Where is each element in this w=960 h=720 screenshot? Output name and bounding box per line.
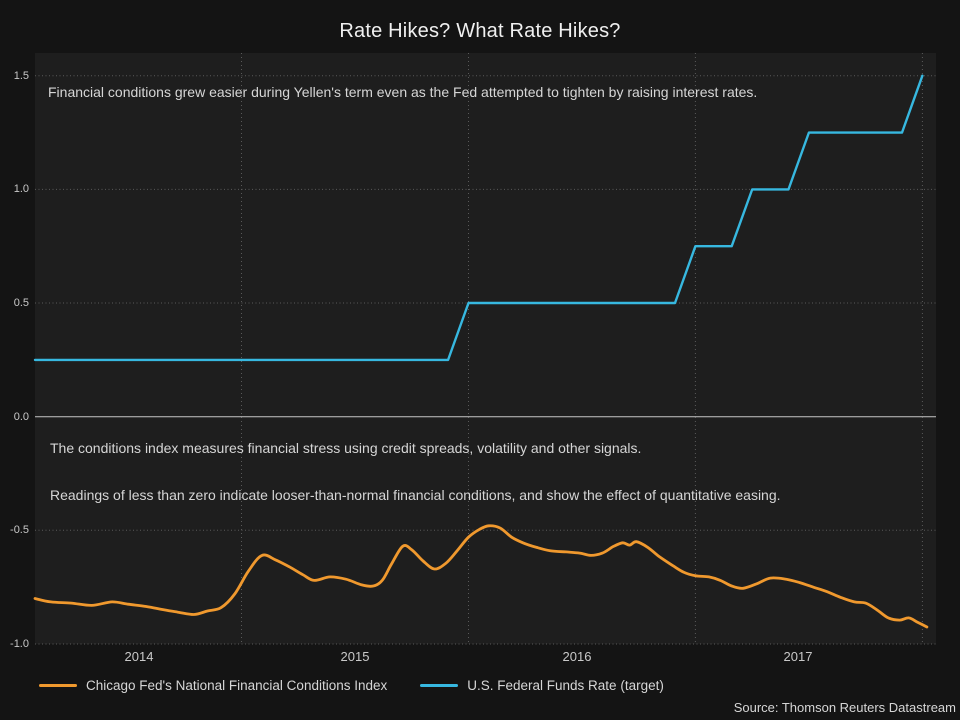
nfci-legend-label: Chicago Fed's National Financial Conditi… (86, 678, 388, 693)
y-tick-label: -0.5 (10, 524, 29, 536)
annotation-readings-meaning: Readings of less than zero indicate loos… (50, 487, 781, 503)
legend-item-fed-funds: U.S. Federal Funds Rate (target) (420, 678, 664, 693)
plot-area (35, 53, 936, 644)
fed-funds-line (33, 74, 924, 362)
chart-title: Rate Hikes? What Rate Hikes? (339, 20, 621, 42)
legend: Chicago Fed's National Financial Conditi… (39, 678, 664, 693)
fed-funds-line-swatch (420, 684, 459, 687)
y-tick-label: 0.0 (13, 411, 29, 423)
legend-item-nfci: Chicago Fed's National Financial Conditi… (39, 678, 387, 693)
annotation-index-definition: The conditions index measures financial … (50, 440, 642, 456)
y-tick-label: -1.0 (10, 638, 29, 650)
x-tick-label: 2015 (340, 649, 370, 664)
y-tick-label: 1.5 (13, 70, 29, 82)
x-tick-label: 2017 (783, 649, 813, 664)
x-tick-label: 2016 (562, 649, 592, 664)
y-tick-label: 0.5 (13, 297, 29, 309)
fed-funds-legend-label: U.S. Federal Funds Rate (target) (467, 678, 664, 693)
y-tick-label: 1.0 (13, 183, 29, 195)
x-tick-label: 2014 (124, 649, 154, 664)
annotation-yellen-term: Financial conditions grew easier during … (48, 84, 758, 100)
nfci-line (33, 524, 929, 629)
source-attribution: Source: Thomson Reuters Datastream (733, 700, 956, 715)
nfci-line-swatch (39, 684, 77, 687)
